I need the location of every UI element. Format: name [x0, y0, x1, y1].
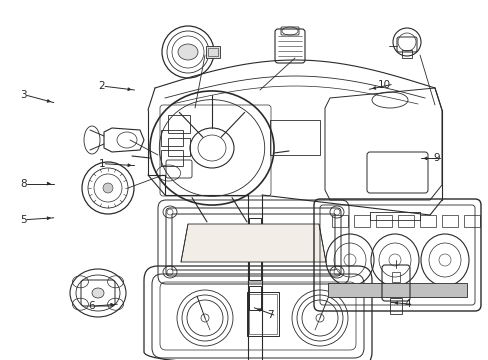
- Bar: [463, 215, 479, 227]
- Bar: [207, 48, 218, 56]
- Bar: [391, 272, 399, 282]
- Bar: [397, 215, 413, 227]
- Text: 4: 4: [403, 299, 410, 309]
- Bar: [248, 218, 261, 246]
- Text: 8: 8: [20, 179, 27, 189]
- Text: 6: 6: [88, 301, 95, 311]
- Text: 3: 3: [20, 90, 27, 100]
- Bar: [419, 215, 435, 227]
- Bar: [205, 46, 220, 58]
- Text: 5: 5: [20, 215, 27, 225]
- Bar: [401, 50, 411, 58]
- Bar: [331, 215, 347, 227]
- Text: 9: 9: [432, 153, 439, 163]
- Text: 1: 1: [98, 159, 105, 169]
- Ellipse shape: [103, 183, 113, 193]
- Bar: [353, 215, 369, 227]
- Bar: [269, 120, 319, 155]
- Bar: [168, 115, 190, 133]
- Text: 2: 2: [98, 81, 105, 91]
- Bar: [168, 138, 190, 156]
- Bar: [246, 292, 279, 336]
- Text: 10: 10: [377, 80, 390, 90]
- Bar: [248, 286, 261, 310]
- Polygon shape: [181, 224, 325, 262]
- Ellipse shape: [92, 288, 104, 298]
- Bar: [161, 150, 183, 166]
- Bar: [375, 215, 391, 227]
- Bar: [248, 252, 261, 280]
- Text: 7: 7: [266, 310, 273, 320]
- Bar: [248, 294, 276, 334]
- Ellipse shape: [178, 44, 198, 60]
- Bar: [441, 215, 457, 227]
- Bar: [161, 130, 183, 146]
- Bar: [327, 283, 466, 297]
- Bar: [389, 298, 401, 314]
